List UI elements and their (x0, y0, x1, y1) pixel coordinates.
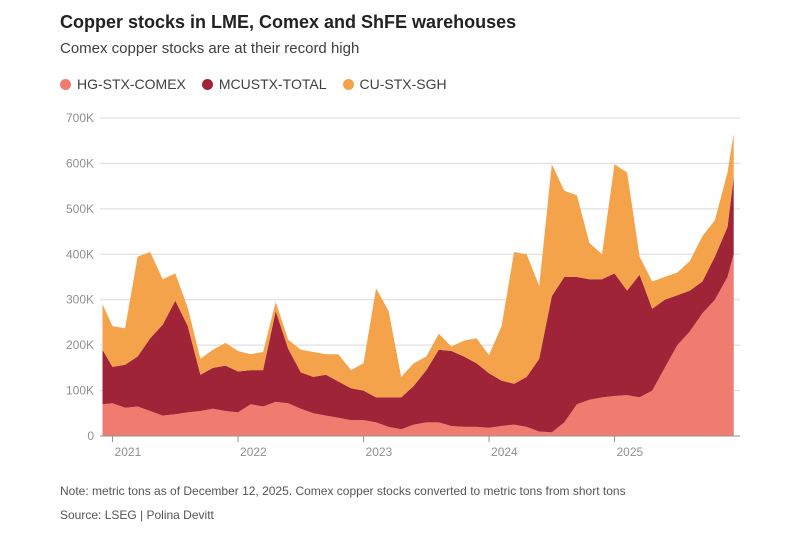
y-tick-label: 200K (66, 338, 94, 352)
legend-swatch-comex (60, 78, 71, 90)
x-tick-label: 2022 (240, 445, 267, 459)
x-tick-label: 2025 (617, 445, 644, 459)
legend-label-comex: HG-STX-COMEX (77, 76, 186, 92)
y-tick-label: 300K (66, 293, 94, 307)
chart-subtitle: Comex copper stocks are at their record … (60, 40, 360, 57)
legend-item-comex: HG-STX-COMEX (60, 76, 186, 92)
legend-item-lme: MCUSTX-TOTAL (201, 76, 327, 92)
y-tick-label: 400K (66, 247, 94, 261)
y-tick-label: 700K (66, 111, 94, 125)
area-series-lme (102, 177, 734, 433)
y-tick-label: 100K (66, 384, 94, 398)
x-tick-label: 2023 (366, 445, 393, 459)
legend-swatch-shfe (342, 78, 354, 90)
x-tick-label: 2021 (115, 445, 142, 459)
legend-label-shfe: CU-STX-SGH (359, 76, 447, 92)
legend-label-lme: MCUSTX-TOTAL (218, 76, 327, 92)
x-tick-label: 2024 (491, 445, 518, 459)
legend-swatch-lme (201, 78, 213, 90)
chart-note: Note: metric tons as of December 12, 202… (60, 484, 626, 498)
area-series-shfe (102, 133, 734, 398)
chart-source: Source: LSEG | Polina Devitt (60, 508, 214, 522)
y-tick-label: 500K (66, 202, 94, 216)
chart-title: Copper stocks in LME, Comex and ShFE war… (60, 12, 517, 32)
y-tick-label: 0 (87, 429, 94, 443)
area-series-comex (102, 254, 734, 436)
legend-item-shfe: CU-STX-SGH (342, 76, 447, 92)
legend: HG-STX-COMEX MCUSTX-TOTAL CU-STX-SGH (60, 76, 447, 92)
y-tick-label: 600K (66, 156, 94, 170)
